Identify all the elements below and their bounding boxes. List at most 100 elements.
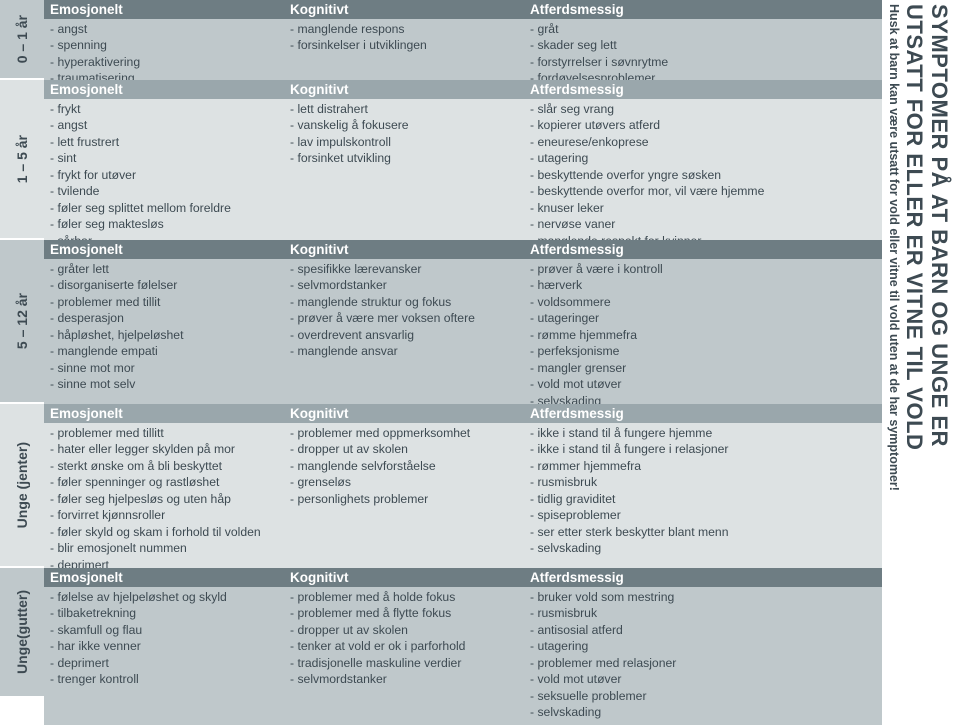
list-item: forsinket utvikling bbox=[290, 150, 518, 166]
list-item: rusmisbruk bbox=[530, 474, 876, 490]
list-item: rusmisbruk bbox=[530, 605, 876, 621]
list-item: problemer med å holde fokus bbox=[290, 589, 518, 605]
age-label: Unge (jenter) bbox=[0, 404, 44, 568]
list-item: skamfull og flau bbox=[50, 622, 278, 638]
list-item: lett frustrert bbox=[50, 134, 278, 150]
list-item: utagering bbox=[530, 150, 876, 166]
main-table: EmosjoneltKognitivtAtferdsmessigangstspe… bbox=[44, 0, 882, 698]
column-header: Kognitivt bbox=[284, 568, 524, 587]
list-item: sint bbox=[50, 150, 278, 166]
list-item: har ikke venner bbox=[50, 638, 278, 654]
list-item: tilbaketrekning bbox=[50, 605, 278, 621]
list-item: overdrevent ansvarlig bbox=[290, 327, 518, 343]
list-item: lav impulskontroll bbox=[290, 134, 518, 150]
cell: følelse av hjelpeløshet og skyldtilbaket… bbox=[44, 587, 284, 725]
list-item: blir emosjonelt nummen bbox=[50, 540, 278, 556]
list-item: håpløshet, hjelpeløshet bbox=[50, 327, 278, 343]
list-item: ikke i stand til å fungere hjemme bbox=[530, 425, 876, 441]
list-item: ikke i stand til å fungere i relasjoner bbox=[530, 441, 876, 457]
list-item: slår seg vrang bbox=[530, 101, 876, 117]
list-item: tidlig graviditet bbox=[530, 491, 876, 507]
list-item: følelse av hjelpeløshet og skyld bbox=[50, 589, 278, 605]
column-header: Atferdsmessig bbox=[524, 80, 882, 99]
list-item: frykt bbox=[50, 101, 278, 117]
list-item: ser etter sterk beskytter blant menn bbox=[530, 524, 876, 540]
list-item: eneurese/enkoprese bbox=[530, 134, 876, 150]
list-item: lett distrahert bbox=[290, 101, 518, 117]
list-item: manglende struktur og fokus bbox=[290, 294, 518, 310]
list-item: selvmordstanker bbox=[290, 277, 518, 293]
section: EmosjoneltKognitivtAtferdsmessigfølelse … bbox=[44, 568, 882, 698]
list-item: personlighets problemer bbox=[290, 491, 518, 507]
column-header: Emosjonelt bbox=[44, 240, 284, 259]
list-item: voldsommere bbox=[530, 294, 876, 310]
list-item: gråt bbox=[530, 21, 876, 37]
cell: problemer med å holde fokusproblemer med… bbox=[284, 587, 524, 725]
list-item: vold mot utøver bbox=[530, 671, 876, 687]
age-label: 0 – 1 år bbox=[0, 0, 44, 80]
list-item: føler spenninger og rastløshet bbox=[50, 474, 278, 490]
column-header: Atferdsmessig bbox=[524, 0, 882, 19]
list-item: manglende respons bbox=[290, 21, 518, 37]
list-item: føler seg hjelpesløs og uten håp bbox=[50, 491, 278, 507]
list-item: hater eller legger skylden på mor bbox=[50, 441, 278, 457]
column-header: Kognitivt bbox=[284, 0, 524, 19]
list-item: prøver å være i kontroll bbox=[530, 261, 876, 277]
age-label: Unge(gutter) bbox=[0, 568, 44, 698]
age-label: 5 – 12 år bbox=[0, 240, 44, 404]
column-header: Emosjonelt bbox=[44, 568, 284, 587]
column-header: Kognitivt bbox=[284, 404, 524, 423]
list-item: føler seg maktesløs bbox=[50, 216, 278, 232]
list-item: forvirret kjønnsroller bbox=[50, 507, 278, 523]
list-item: forsinkelser i utviklingen bbox=[290, 37, 518, 53]
list-item: dropper ut av skolen bbox=[290, 622, 518, 638]
list-item: gråter lett bbox=[50, 261, 278, 277]
list-item: deprimert bbox=[50, 655, 278, 671]
list-item: beskyttende overfor yngre søsken bbox=[530, 167, 876, 183]
age-label: 1 – 5 år bbox=[0, 80, 44, 240]
list-item: selvskading bbox=[530, 540, 876, 556]
list-item: utageringer bbox=[530, 310, 876, 326]
column-header: Emosjonelt bbox=[44, 80, 284, 99]
list-item: selvmordstanker bbox=[290, 671, 518, 687]
list-item: tradisjonelle maskuline verdier bbox=[290, 655, 518, 671]
cell: ikke i stand til å fungere hjemmeikke i … bbox=[524, 423, 882, 577]
list-item: hyperaktivering bbox=[50, 54, 278, 70]
list-item: rømmer hjemmefra bbox=[530, 458, 876, 474]
age-column: 0 – 1 år1 – 5 år5 – 12 årUnge (jenter)Un… bbox=[0, 0, 44, 698]
list-item: mangler grenser bbox=[530, 360, 876, 376]
list-item: problemer med tillit bbox=[50, 294, 278, 310]
list-item: dropper ut av skolen bbox=[290, 441, 518, 457]
list-item: problemer med å flytte fokus bbox=[290, 605, 518, 621]
list-item: problemer med relasjoner bbox=[530, 655, 876, 671]
list-item: angst bbox=[50, 21, 278, 37]
list-item: knuser leker bbox=[530, 200, 876, 216]
section: EmosjoneltKognitivtAtferdsmessig fryktang… bbox=[44, 80, 882, 240]
list-item: tenker at vold er ok i parforhold bbox=[290, 638, 518, 654]
list-item: beskyttende overfor mor, vil være hjemme bbox=[530, 183, 876, 199]
list-item: utagering bbox=[530, 638, 876, 654]
column-header: Atferdsmessig bbox=[524, 404, 882, 423]
column-header: Kognitivt bbox=[284, 80, 524, 99]
list-item: manglende selvforståelse bbox=[290, 458, 518, 474]
list-item: problemer med oppmerksomhet bbox=[290, 425, 518, 441]
section: EmosjoneltKognitivtAtferdsmessiggråter l… bbox=[44, 240, 882, 404]
list-item: vanskelig å fokusere bbox=[290, 117, 518, 133]
list-item: bruker vold som mestring bbox=[530, 589, 876, 605]
list-item: nervøse vaner bbox=[530, 216, 876, 232]
column-header: Atferdsmessig bbox=[524, 240, 882, 259]
list-item: sterkt ønske om å bli beskyttet bbox=[50, 458, 278, 474]
list-item: problemer med tillitt bbox=[50, 425, 278, 441]
column-header: Emosjonelt bbox=[44, 0, 284, 19]
cell: bruker vold som mestringrusmisbrukantiso… bbox=[524, 587, 882, 725]
list-item: desperasjon bbox=[50, 310, 278, 326]
section: EmosjoneltKognitivtAtferdsmessigangstspe… bbox=[44, 0, 882, 80]
list-item: antisosial atferd bbox=[530, 622, 876, 638]
right-title-1: SYMPTOMER PÅ AT BARN OG UNGE ER bbox=[928, 4, 951, 694]
list-item: angst bbox=[50, 117, 278, 133]
list-item: skader seg lett bbox=[530, 37, 876, 53]
list-item: hærverk bbox=[530, 277, 876, 293]
section: EmosjoneltKognitivtAtferdsmessigprobleme… bbox=[44, 404, 882, 568]
list-item: rømme hjemmefra bbox=[530, 327, 876, 343]
list-item: føler skyld og skam i forhold til volden bbox=[50, 524, 278, 540]
